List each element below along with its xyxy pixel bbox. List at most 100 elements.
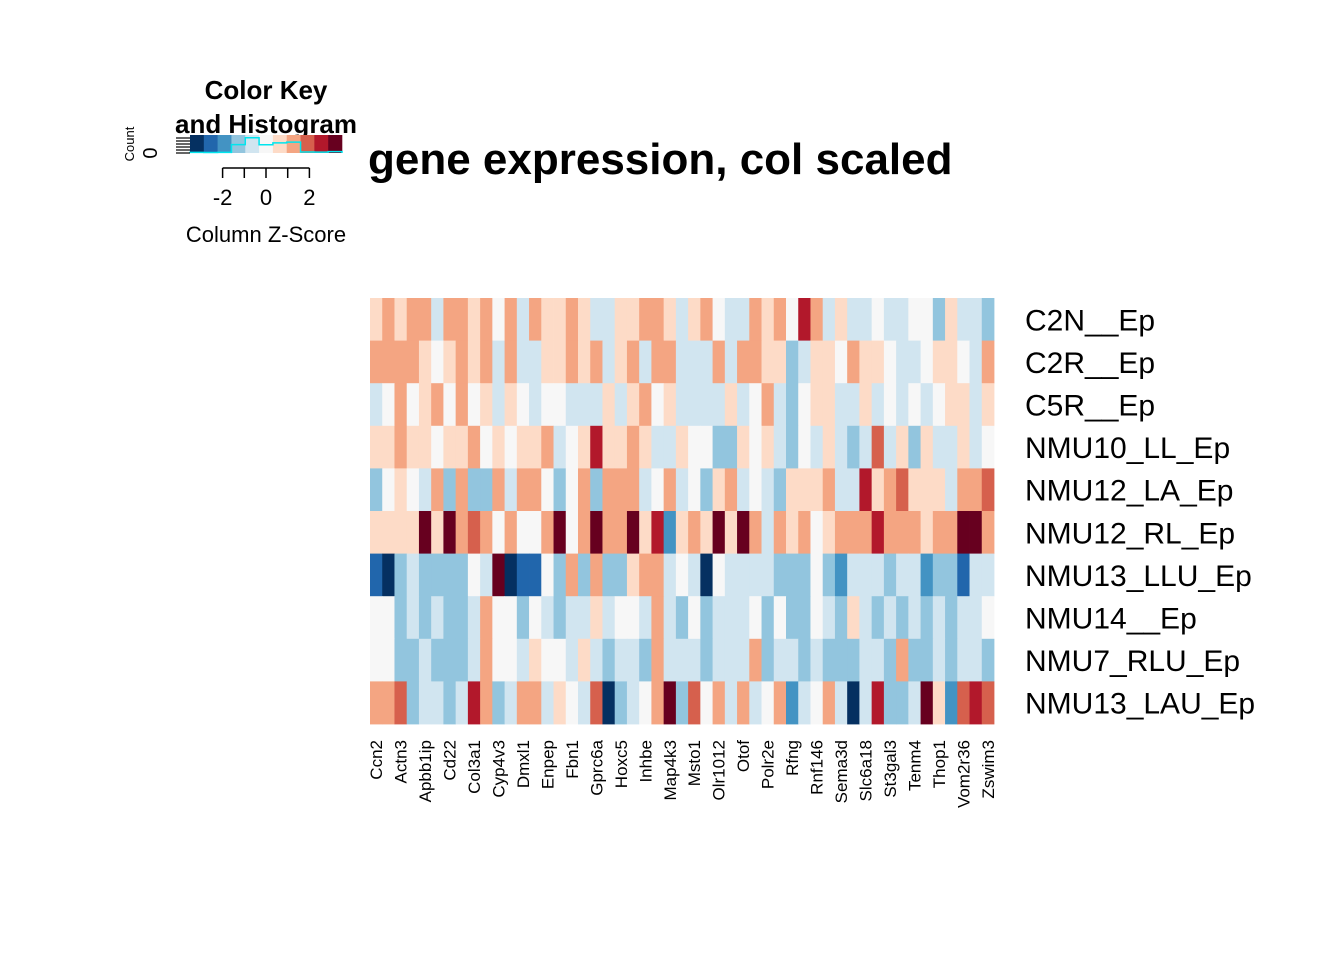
heatmap-cell [455, 383, 469, 427]
heatmap-cell [578, 596, 591, 640]
heatmap-cell [541, 638, 554, 682]
heatmap-cell [382, 425, 395, 469]
heatmap-cell [688, 468, 701, 512]
heatmap-cell [565, 468, 579, 512]
heatmap-cell [871, 681, 885, 725]
heatmap-cell [822, 340, 836, 384]
heatmap-cell [639, 596, 652, 640]
heatmap-cell [492, 298, 505, 341]
heatmap-cell [639, 681, 652, 725]
heatmap-cell [370, 638, 383, 682]
heatmap-cell [932, 511, 946, 554]
heatmap-cell [578, 383, 591, 427]
heatmap-cell [932, 638, 946, 682]
heatmap-cell [553, 638, 567, 682]
heatmap-cell [945, 553, 958, 597]
heatmap-cell [406, 681, 420, 725]
color-key-histogram [189, 136, 343, 154]
heatmap-cell [651, 340, 665, 384]
heatmap-cell [443, 340, 457, 384]
heatmap-cell [847, 511, 860, 554]
heatmap-cell [737, 298, 750, 341]
heatmap-cell [492, 596, 505, 640]
heatmap-cell [626, 681, 640, 725]
heatmap-cell [529, 553, 542, 597]
heatmap-cell [541, 340, 554, 384]
heatmap-cell [749, 638, 762, 682]
heatmap-cell [480, 425, 493, 469]
heatmap-cell [541, 681, 554, 725]
heatmap-cell [773, 511, 787, 554]
heatmap-cell [834, 468, 848, 512]
heatmap-cell [883, 383, 897, 427]
heatmap-cell [798, 468, 811, 512]
heatmap-cell [761, 553, 775, 597]
heatmap-cell [455, 638, 469, 682]
heatmap-cell [737, 638, 750, 682]
heatmap-cell [639, 425, 652, 469]
heatmap-cell [786, 638, 799, 682]
heatmap-cell [467, 468, 481, 512]
heatmap-cell [614, 298, 628, 341]
column-label: Apbb1ip [416, 740, 435, 802]
heatmap-cell [700, 681, 713, 725]
heatmap-cell [614, 468, 628, 512]
heatmap-cell [370, 425, 383, 469]
heatmap-cell [896, 596, 909, 640]
heatmap-cell [516, 681, 530, 725]
heatmap-cell [602, 340, 616, 384]
heatmap-cell [480, 468, 493, 512]
heatmap-cell [394, 340, 408, 384]
heatmap-cell [370, 681, 383, 725]
heatmap-cell [981, 511, 995, 554]
heatmap-cell [896, 553, 909, 597]
heatmap-cell [614, 425, 628, 469]
heatmap-cell [675, 298, 689, 341]
heatmap-cell [724, 596, 738, 640]
heatmap-cell [773, 425, 787, 469]
color-key-ylabel: Count [122, 126, 137, 161]
heatmap-cell [945, 638, 958, 682]
heatmap-cell [663, 596, 677, 640]
row-label: NMU12_RL_Ep [1025, 517, 1235, 550]
heatmap-cell [675, 425, 689, 469]
heatmap-cell [504, 298, 518, 341]
heatmap-cell [406, 511, 420, 554]
heatmap-cell [529, 638, 542, 682]
heatmap-cell [626, 298, 640, 341]
heatmap-cell [896, 511, 909, 554]
heatmap-cell [737, 468, 750, 512]
column-label: Ccn2 [367, 740, 386, 780]
heatmap-cell [467, 340, 481, 384]
heatmap-cell [553, 425, 567, 469]
row-label: C5R__Ep [1025, 390, 1155, 423]
heatmap-cell [700, 383, 713, 427]
heatmap-cell [492, 511, 505, 554]
heatmap-cell [565, 298, 579, 341]
heatmap-cell [712, 511, 726, 554]
heatmap-cell [737, 425, 750, 469]
heatmap-cell [969, 425, 983, 469]
heatmap-cell [957, 681, 970, 725]
color-key-swatch [314, 135, 329, 153]
heatmap-cell [773, 383, 787, 427]
heatmap-cell [443, 298, 457, 341]
heatmap-cell [602, 425, 616, 469]
column-label: Cd22 [441, 740, 460, 781]
heatmap-cell [834, 425, 848, 469]
column-label: St3gal3 [881, 740, 900, 798]
heatmap-cell [590, 511, 603, 554]
column-label: Dmxl1 [514, 740, 533, 788]
heatmap-cell [370, 383, 383, 427]
heatmap-cell [553, 681, 567, 725]
heatmap-cell [773, 340, 787, 384]
row-label: C2N__Ep [1025, 304, 1155, 337]
heatmap-cell [431, 340, 444, 384]
heatmap-cell [896, 468, 909, 512]
heatmap-cell [443, 553, 457, 597]
heatmap-cell [749, 383, 762, 427]
heatmap-cell [394, 425, 408, 469]
heatmap-cell [626, 468, 640, 512]
heatmap-cell [406, 553, 420, 597]
heatmap-cell [932, 596, 946, 640]
